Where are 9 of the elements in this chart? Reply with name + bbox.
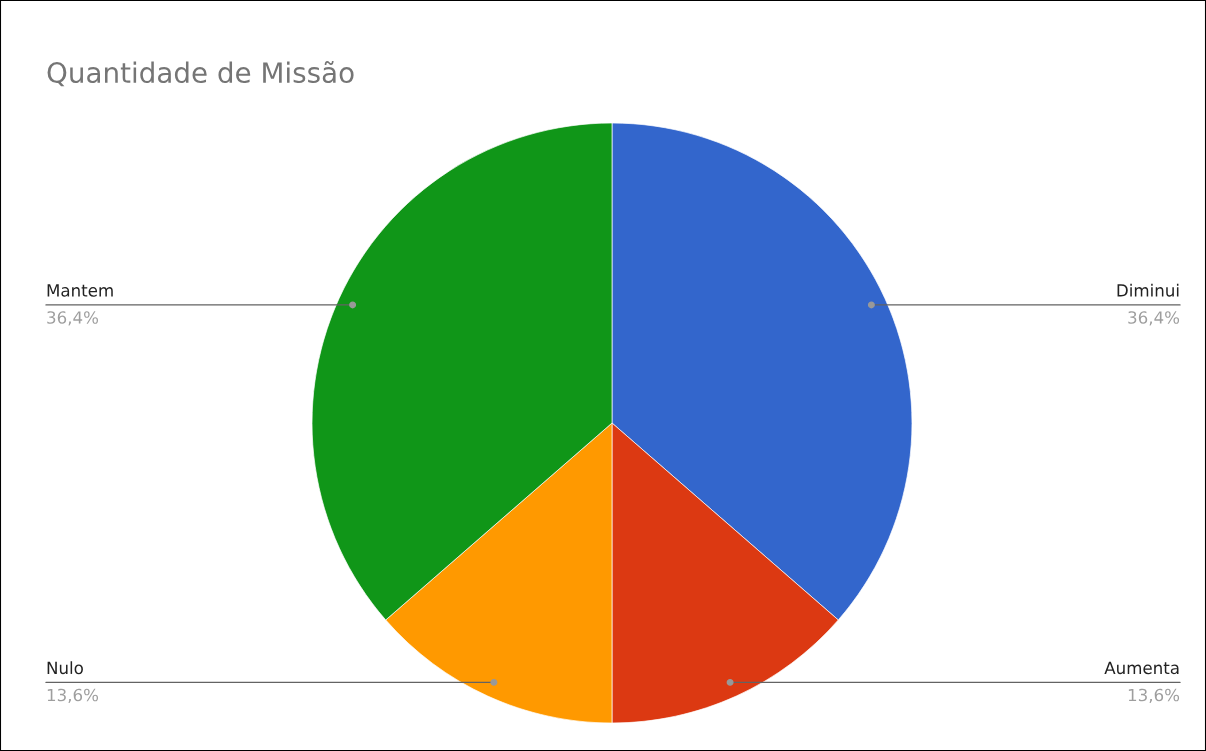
data-label: 13,6%: [47, 688, 99, 703]
slice-label: Nulo: [47, 661, 83, 675]
slice-label: Mantem: [47, 284, 113, 297]
data-label: 13,6%: [1128, 688, 1180, 703]
slice-label: Aumenta: [1104, 661, 1179, 675]
slice-label: Diminui: [1117, 283, 1179, 297]
chart-title: Quantidade de Missão: [47, 61, 354, 87]
data-label: 36,4%: [47, 311, 99, 326]
data-label: 36,4%: [1128, 311, 1180, 326]
